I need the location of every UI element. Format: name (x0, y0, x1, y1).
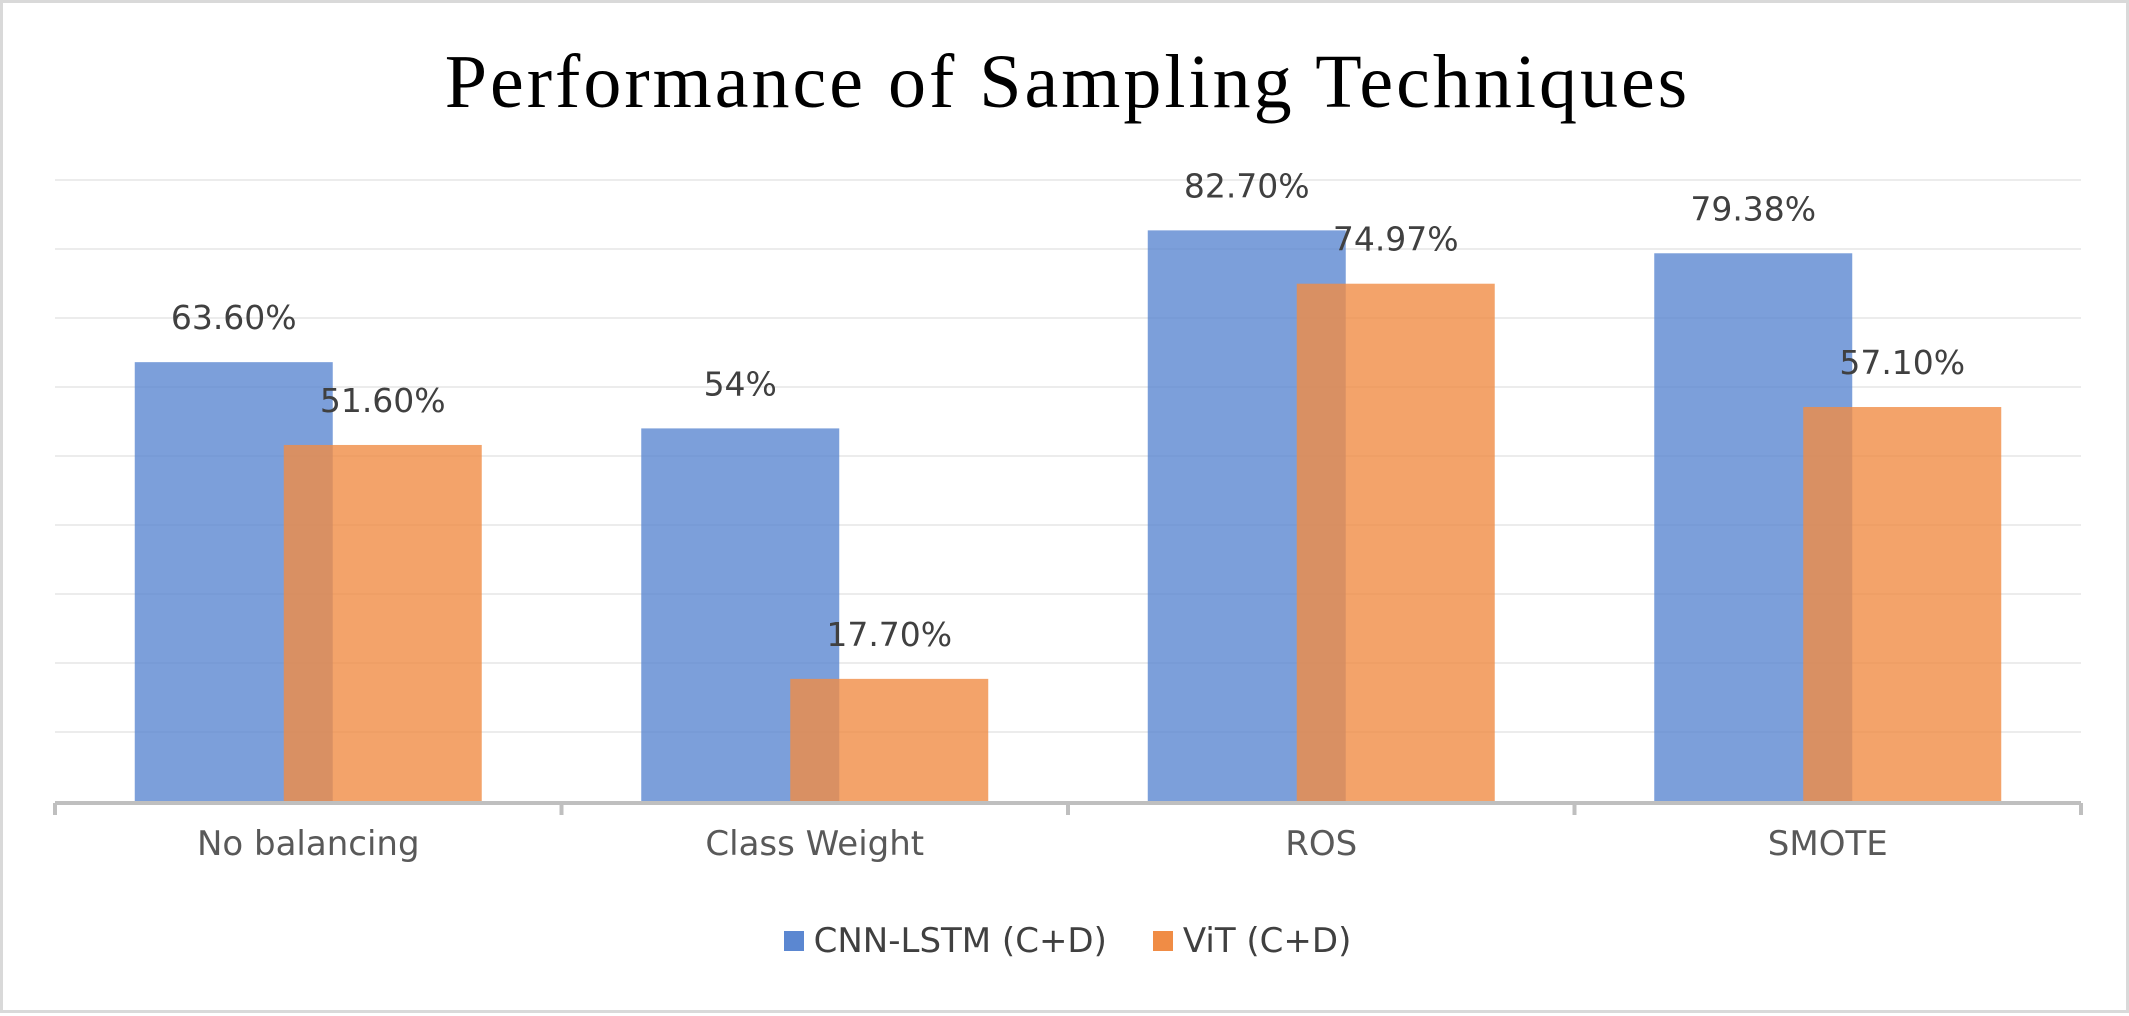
chart-plot-area: 63.60% 51.60% No balancing 54% 17.70% Class W… (53, 166, 2083, 864)
bar-vit (1296, 283, 1495, 801)
legend-item-series-1: CNN-LSTM (C+D) (783, 921, 1107, 961)
legend-swatch-series-1 (783, 931, 804, 951)
bar-vit (283, 444, 482, 801)
legend-label-series-1: CNN-LSTM (C+D) (813, 921, 1107, 961)
data-label: 82.70% (1184, 166, 1310, 205)
legend-swatch-series-2 (1152, 931, 1173, 951)
x-tick-label: Class Weight (705, 824, 924, 864)
x-tick-label: SMOTE (1768, 824, 1888, 864)
data-label: 54% (704, 364, 777, 403)
bar-vit (790, 678, 989, 801)
chart-title: Performance of Sampling Techniques (444, 40, 1691, 124)
legend-item-series-2: ViT (C+D) (1152, 921, 1352, 961)
data-label: 57.10% (1839, 343, 1965, 382)
data-label: 74.97% (1333, 220, 1459, 259)
x-tick-label: ROS (1285, 824, 1357, 864)
chart-legend: CNN-LSTM (C+D) ViT (C+D) (3, 921, 2129, 961)
data-label: 17.70% (826, 615, 952, 654)
legend-label-series-2: ViT (C+D) (1182, 921, 1352, 961)
x-tick-label: No balancing (197, 824, 420, 864)
data-label: 63.60% (171, 298, 297, 337)
bar-vit (1803, 407, 2002, 801)
data-label: 79.38% (1690, 189, 1816, 228)
data-label: 51.60% (320, 381, 446, 420)
